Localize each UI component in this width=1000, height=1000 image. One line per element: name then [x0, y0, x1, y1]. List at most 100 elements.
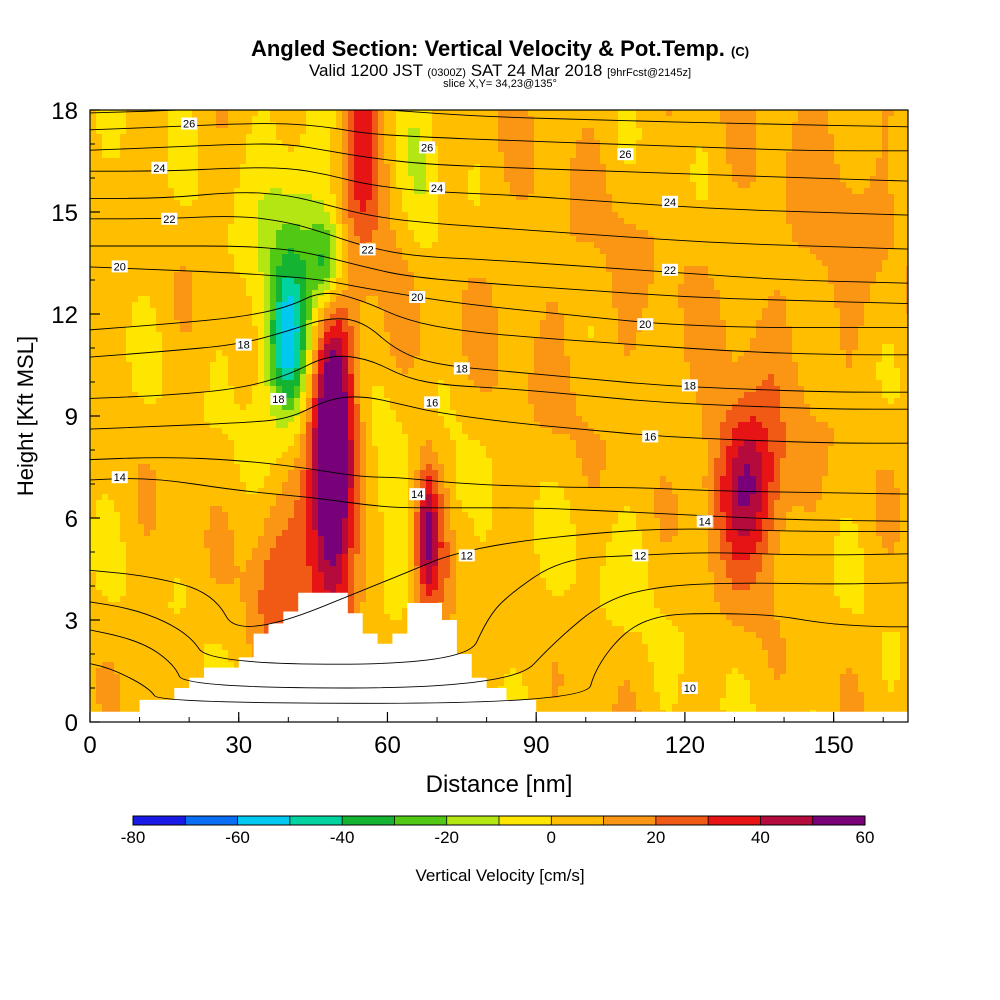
velocity-cell	[240, 488, 247, 495]
velocity-cell	[378, 272, 385, 279]
velocity-cell	[180, 218, 187, 225]
velocity-cell	[126, 224, 133, 231]
velocity-cell	[198, 344, 205, 351]
velocity-cell	[90, 668, 97, 675]
velocity-cell	[258, 320, 265, 327]
velocity-cell	[198, 302, 205, 309]
velocity-cell	[192, 626, 199, 633]
velocity-cell	[312, 464, 319, 471]
velocity-cell	[234, 254, 241, 261]
velocity-cell	[252, 512, 259, 519]
velocity-cell	[90, 674, 97, 681]
velocity-cell	[324, 218, 331, 225]
velocity-cell	[210, 638, 217, 645]
velocity-cell	[192, 356, 199, 363]
velocity-cell	[204, 590, 211, 597]
velocity-cell	[282, 188, 289, 195]
velocity-cell	[288, 458, 295, 465]
velocity-cell	[234, 296, 241, 303]
velocity-cell	[186, 356, 193, 363]
velocity-cell	[300, 290, 307, 297]
velocity-cell	[114, 206, 121, 213]
velocity-cell	[126, 578, 133, 585]
velocity-cell	[126, 134, 133, 141]
velocity-cell	[150, 674, 157, 681]
velocity-cell	[210, 542, 217, 549]
velocity-cell	[354, 356, 361, 363]
velocity-cell	[234, 542, 241, 549]
velocity-cell	[288, 452, 295, 459]
velocity-cell	[180, 590, 187, 597]
velocity-cell	[174, 224, 181, 231]
velocity-cell	[222, 548, 229, 555]
velocity-cell	[378, 200, 385, 207]
velocity-cell	[174, 680, 181, 687]
velocity-cell	[330, 422, 337, 429]
velocity-cell	[144, 140, 151, 147]
velocity-cell	[348, 242, 355, 249]
velocity-cell	[210, 506, 217, 513]
velocity-cell	[156, 260, 163, 267]
velocity-cell	[96, 128, 103, 135]
velocity-cell	[162, 332, 169, 339]
velocity-cell	[126, 392, 133, 399]
velocity-cell	[246, 596, 253, 603]
velocity-cell	[108, 428, 115, 435]
velocity-cell	[366, 380, 373, 387]
velocity-cell	[138, 626, 145, 633]
velocity-cell	[126, 386, 133, 393]
velocity-cell	[144, 254, 151, 261]
velocity-cell	[90, 698, 97, 705]
velocity-cell	[156, 344, 163, 351]
velocity-cell	[300, 350, 307, 357]
velocity-cell	[264, 302, 271, 309]
velocity-cell	[132, 626, 139, 633]
velocity-cell	[330, 212, 337, 219]
velocity-cell	[156, 566, 163, 573]
velocity-cell	[336, 338, 343, 345]
velocity-cell	[126, 188, 133, 195]
velocity-cell	[132, 674, 139, 681]
velocity-cell	[252, 428, 259, 435]
velocity-cell	[96, 122, 103, 129]
velocity-cell	[324, 374, 331, 381]
velocity-cell	[378, 620, 385, 627]
velocity-cell	[162, 140, 169, 147]
velocity-cell	[156, 326, 163, 333]
velocity-cell	[318, 470, 325, 477]
velocity-cell	[354, 248, 361, 255]
velocity-cell	[228, 134, 235, 141]
velocity-cell	[288, 464, 295, 471]
velocity-cell	[276, 404, 283, 411]
velocity-cell	[318, 464, 325, 471]
velocity-cell	[216, 524, 223, 531]
velocity-cell	[372, 404, 379, 411]
velocity-cell	[282, 578, 289, 585]
velocity-cell	[102, 674, 109, 681]
velocity-cell	[114, 548, 121, 555]
velocity-cell	[198, 566, 205, 573]
velocity-cell	[168, 296, 175, 303]
velocity-cell	[306, 398, 313, 405]
velocity-cell	[90, 554, 97, 561]
velocity-cell	[258, 230, 265, 237]
velocity-cell	[96, 260, 103, 267]
velocity-cell	[234, 560, 241, 567]
velocity-cell	[156, 458, 163, 465]
velocity-cell	[234, 326, 241, 333]
velocity-cell	[204, 644, 211, 651]
velocity-cell	[306, 326, 313, 333]
velocity-cell	[150, 434, 157, 441]
velocity-cell	[342, 452, 349, 459]
velocity-cell	[360, 614, 367, 621]
velocity-cell	[264, 278, 271, 285]
velocity-cell	[132, 446, 139, 453]
velocity-cell	[330, 458, 337, 465]
velocity-cell	[108, 218, 115, 225]
velocity-cell	[300, 224, 307, 231]
velocity-cell	[174, 668, 181, 675]
velocity-cell	[372, 398, 379, 405]
velocity-cell	[126, 302, 133, 309]
velocity-cell	[264, 344, 271, 351]
velocity-cell	[366, 110, 373, 117]
